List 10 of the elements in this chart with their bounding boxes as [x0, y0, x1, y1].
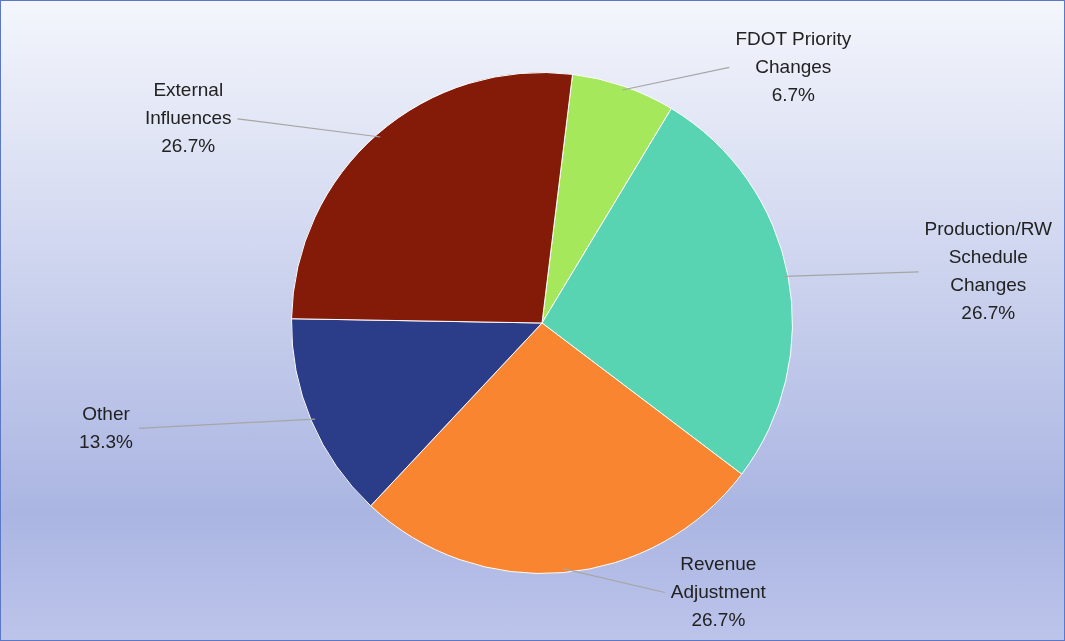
data-label: 26.7% — [691, 608, 746, 630]
slice-label: Other — [82, 402, 131, 424]
data-label: 26.7% — [161, 135, 216, 157]
slice-label: Production/RW Schedule Changes — [924, 218, 1053, 296]
slice-label: Revenue Adjustment — [670, 552, 767, 602]
data-label: 26.7% — [961, 302, 1016, 324]
data-label: 6.7% — [771, 83, 816, 105]
data-label: 13.3% — [79, 430, 134, 452]
slice-label: External Influences — [144, 79, 232, 129]
slice-label: FDOT Priority Changes — [735, 27, 852, 77]
